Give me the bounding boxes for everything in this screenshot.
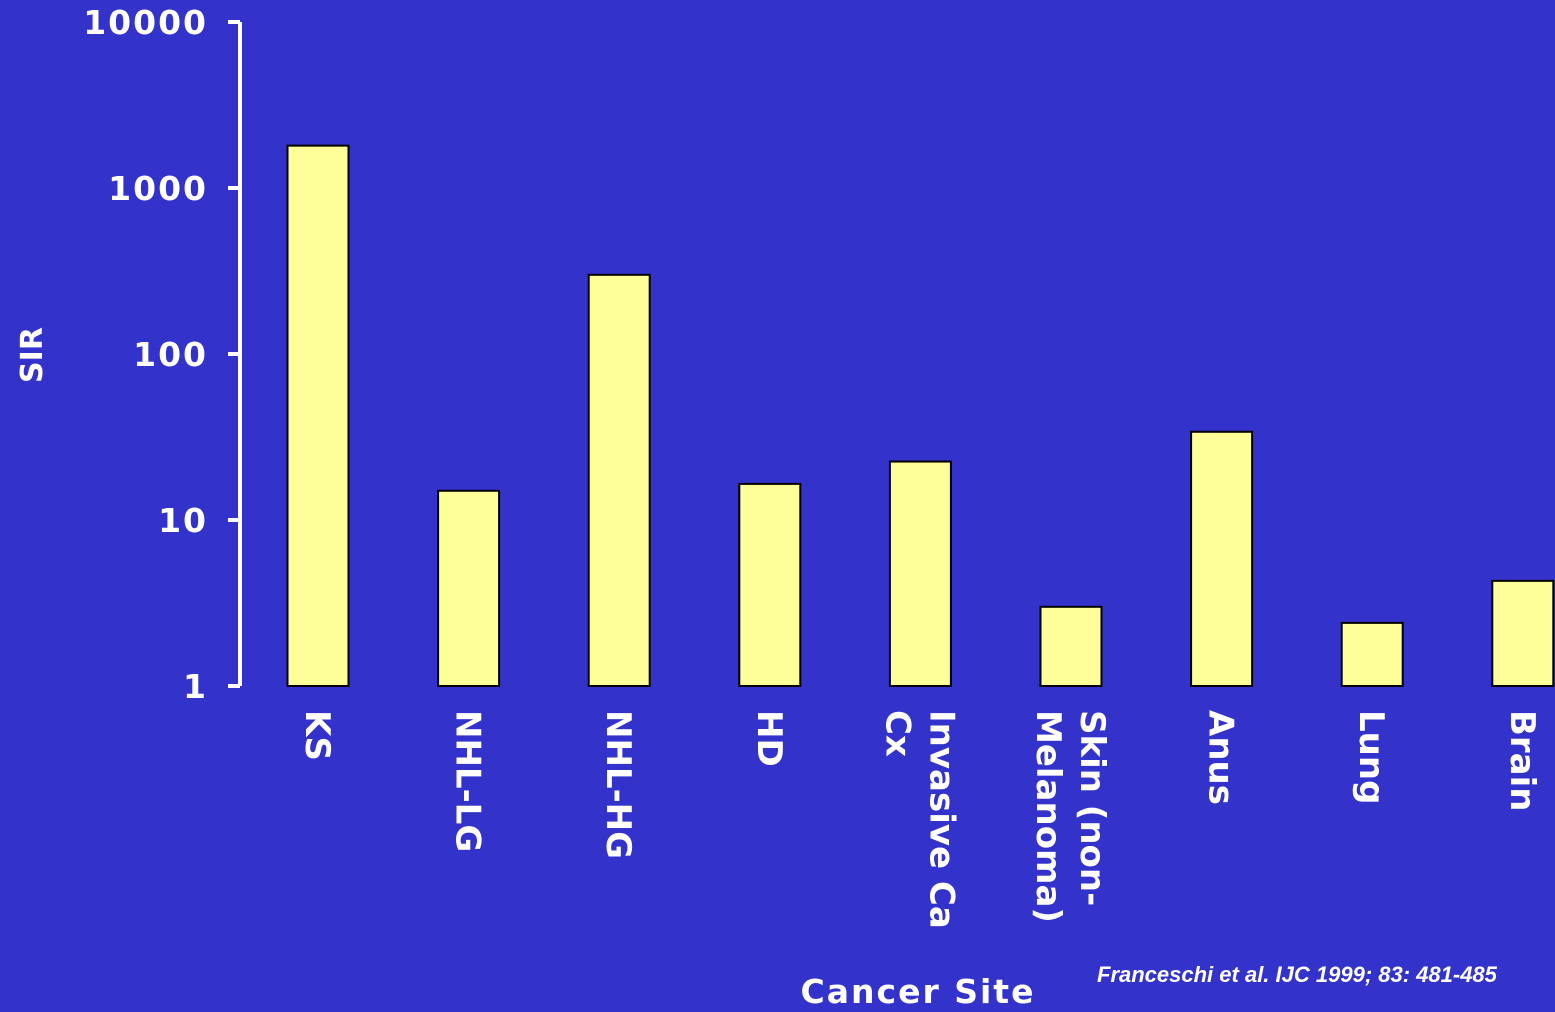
bar bbox=[1190, 430, 1254, 687]
x-category-label-line: Brain bbox=[1502, 710, 1542, 812]
x-category-label-line: Lung bbox=[1351, 710, 1391, 804]
x-category-label: KS bbox=[297, 710, 337, 761]
x-category-label-line: KS bbox=[297, 710, 337, 761]
x-category-label: Anus bbox=[1201, 710, 1241, 805]
bar bbox=[587, 273, 651, 687]
x-category-label: Brain bbox=[1502, 710, 1542, 812]
y-tick-label: 10000 bbox=[83, 3, 208, 42]
x-category-label: Lung bbox=[1351, 710, 1391, 804]
x-category-label: Skin (non-Melanoma) bbox=[1028, 710, 1112, 923]
y-tick-label: 1 bbox=[183, 667, 208, 706]
x-category-label-line: HD bbox=[749, 710, 789, 767]
bar bbox=[437, 489, 501, 688]
x-category-label-line: Skin (non- bbox=[1072, 710, 1112, 906]
bar bbox=[1340, 621, 1404, 688]
x-category-label-line: Cx bbox=[877, 710, 917, 757]
bar bbox=[738, 482, 802, 688]
x-category-label-line: Melanoma) bbox=[1028, 710, 1068, 923]
y-axis-title: SIR bbox=[15, 327, 50, 383]
x-category-label: NHL-LG bbox=[448, 710, 488, 852]
citation: Franceschi et al. IJC 1999; 83: 481-485 bbox=[1097, 962, 1498, 987]
x-category-label-line: NHL-LG bbox=[448, 710, 488, 852]
y-axis-ticks: 10000 1000 100 10 1 bbox=[83, 3, 240, 706]
x-axis-title: Cancer Site bbox=[801, 972, 1036, 1011]
x-category-label: HD bbox=[749, 710, 789, 767]
bar bbox=[286, 144, 350, 688]
x-category-label-line: NHL-HG bbox=[598, 710, 638, 859]
bar bbox=[1039, 605, 1103, 687]
x-category-label-line: Anus bbox=[1201, 710, 1241, 805]
bar bbox=[1491, 579, 1555, 687]
y-tick-label: 10 bbox=[158, 501, 208, 540]
y-tick-label: 100 bbox=[133, 335, 208, 374]
y-tick-label: 1000 bbox=[108, 169, 208, 208]
x-category-label: NHL-HG bbox=[598, 710, 638, 859]
x-category-label-line: Invasive Ca bbox=[921, 710, 961, 929]
bars bbox=[286, 144, 1555, 688]
bar bbox=[888, 460, 952, 687]
